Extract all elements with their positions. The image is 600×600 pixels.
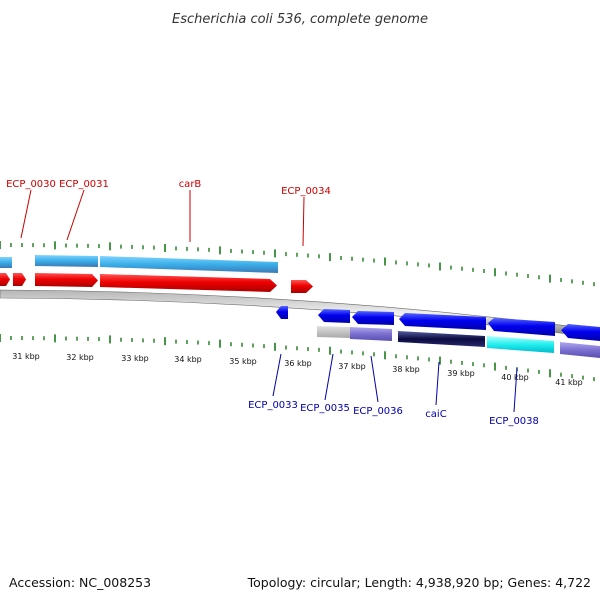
gene-arrow[interactable] bbox=[0, 273, 10, 286]
gene-label-ecp-0031[interactable]: ECP_0031 bbox=[59, 179, 109, 190]
gene-label-carb[interactable]: carB bbox=[179, 179, 202, 190]
kbp-label: 31 kbp bbox=[12, 352, 40, 361]
kbp-label: 38 kbp bbox=[392, 365, 420, 374]
forward-gene-labels: ECP_0030 ECP_0031 carB ECP_0034 bbox=[6, 179, 331, 247]
gene-arrow[interactable] bbox=[399, 313, 486, 330]
gene-arrow[interactable] bbox=[13, 273, 26, 286]
kbp-label: 40 kbp bbox=[501, 373, 529, 382]
gene-label-ecp-0038[interactable]: ECP_0038 bbox=[489, 416, 539, 427]
gene-arrow[interactable] bbox=[488, 318, 555, 336]
accession-text: Accession: NC_008253 bbox=[9, 575, 151, 590]
gene-label-ecp-0030[interactable]: ECP_0030 bbox=[6, 179, 56, 190]
label-leader-line bbox=[302, 196, 305, 247]
gene-label-caic[interactable]: caiC bbox=[425, 409, 446, 420]
label-leader-line bbox=[20, 189, 32, 239]
label-leader-line bbox=[272, 353, 282, 397]
kbp-label: 41 kbp bbox=[555, 378, 583, 387]
kbp-label: 33 kbp bbox=[121, 354, 149, 363]
inner-tick-marks bbox=[0, 334, 595, 382]
kbp-label: 34 kbp bbox=[174, 355, 202, 364]
cog-segment bbox=[560, 342, 600, 358]
label-leader-line bbox=[435, 361, 440, 406]
kbp-label: 36 kbp bbox=[284, 359, 312, 368]
kbp-label: 32 kbp bbox=[66, 353, 94, 362]
gene-arrow[interactable] bbox=[35, 273, 98, 287]
label-leader-line bbox=[324, 353, 334, 401]
label-leader-line bbox=[370, 355, 379, 403]
gene-label-ecp-0036[interactable]: ECP_0036 bbox=[353, 406, 403, 417]
cog-segment bbox=[350, 327, 392, 341]
kbp-scale: 31 kbp 32 kbp 33 kbp 34 kbp 35 kbp 36 kb… bbox=[12, 352, 583, 387]
reverse-genes bbox=[276, 306, 600, 341]
cog-segment bbox=[398, 331, 485, 347]
forward-cog-band bbox=[0, 255, 278, 273]
genome-summary-text: Topology: circular; Length: 4,938,920 bp… bbox=[247, 575, 591, 590]
genome-title: Escherichia coli 536, complete genome bbox=[172, 12, 428, 27]
label-leader-line bbox=[513, 367, 518, 413]
gene-arrow[interactable] bbox=[100, 274, 277, 292]
gene-label-ecp-0033[interactable]: ECP_0033 bbox=[248, 400, 298, 411]
cog-segment bbox=[100, 256, 278, 273]
label-leader-line bbox=[66, 189, 85, 241]
outer-tick-marks bbox=[0, 241, 595, 287]
gene-arrow[interactable] bbox=[561, 324, 600, 341]
kbp-label: 37 kbp bbox=[338, 362, 366, 371]
reverse-gene-labels: ECP_0033 ECP_0035 ECP_0036 caiC ECP_0038 bbox=[248, 353, 539, 427]
gene-arrow[interactable] bbox=[291, 280, 313, 293]
reverse-cog-band bbox=[317, 326, 600, 358]
kbp-label: 39 kbp bbox=[447, 369, 475, 378]
gene-label-ecp-0034[interactable]: ECP_0034 bbox=[281, 186, 331, 197]
kbp-label: 35 kbp bbox=[229, 357, 257, 366]
forward-genes bbox=[0, 273, 313, 293]
cog-segment bbox=[487, 336, 554, 353]
gene-arrow[interactable] bbox=[352, 311, 394, 325]
cog-segment bbox=[317, 326, 350, 338]
gene-arrow[interactable] bbox=[318, 309, 350, 323]
cog-segment bbox=[35, 255, 98, 267]
genome-backbone bbox=[0, 289, 600, 339]
gene-label-ecp-0035[interactable]: ECP_0035 bbox=[300, 403, 350, 414]
gene-arrow[interactable] bbox=[276, 306, 288, 319]
cog-segment bbox=[0, 257, 12, 268]
